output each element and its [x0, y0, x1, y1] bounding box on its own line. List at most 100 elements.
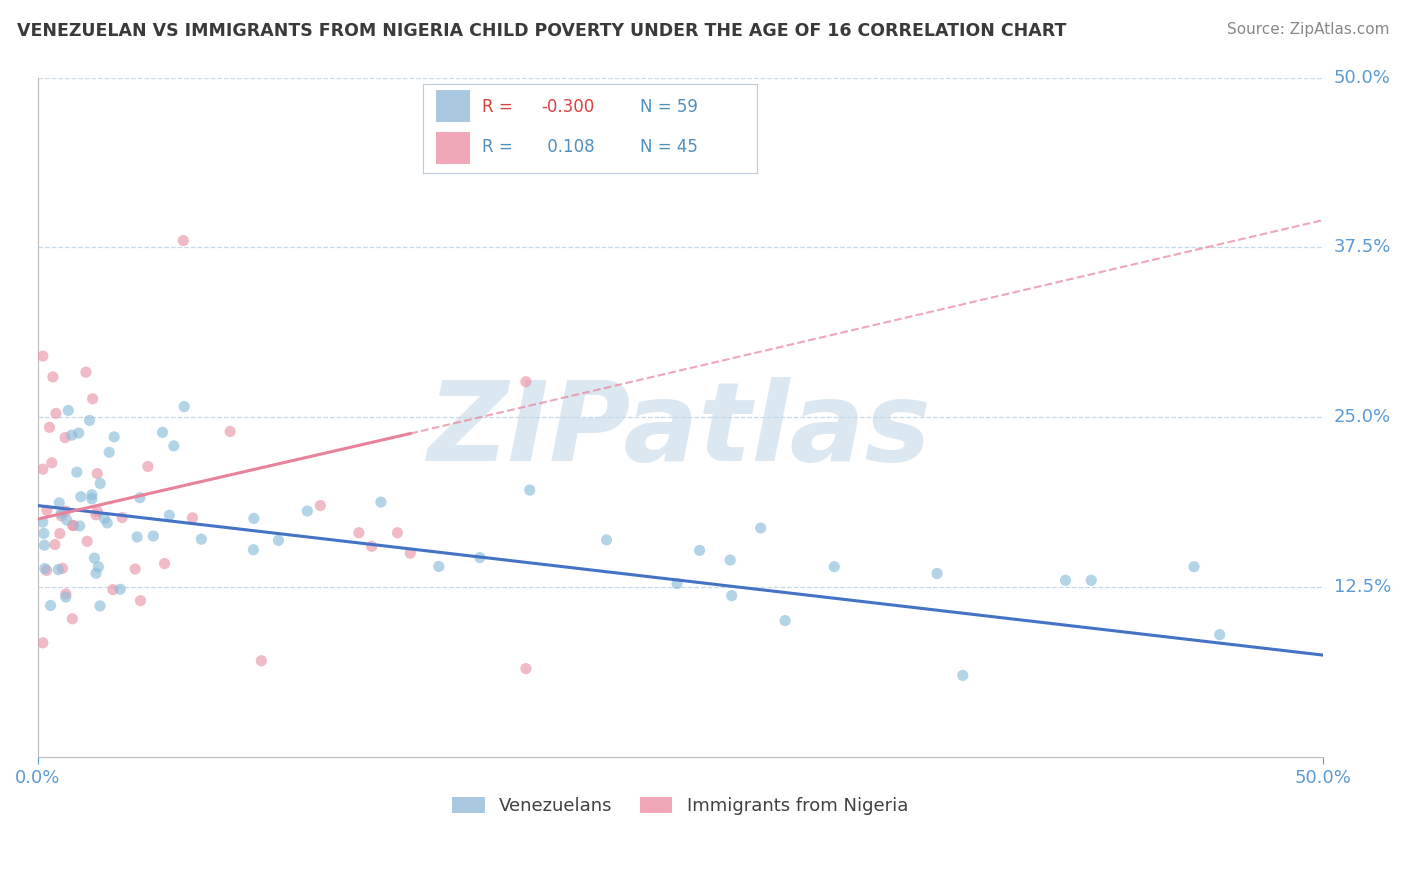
- Text: Source: ZipAtlas.com: Source: ZipAtlas.com: [1226, 22, 1389, 37]
- Point: [925, 566, 948, 581]
- Point: [190, 532, 212, 546]
- Point: [515, 662, 537, 676]
- Point: [103, 430, 125, 444]
- Point: [55, 513, 77, 527]
- Point: [172, 234, 194, 248]
- Point: [80, 488, 103, 502]
- Point: [297, 504, 319, 518]
- Point: [110, 582, 132, 597]
- Point: [62, 518, 84, 533]
- Point: [34, 538, 56, 552]
- Point: [51, 506, 73, 520]
- Text: ZIPatlas: ZIPatlas: [429, 377, 932, 484]
- Point: [32, 526, 55, 541]
- Point: [243, 511, 266, 525]
- Point: [515, 375, 537, 389]
- Point: [48, 496, 70, 510]
- Point: [370, 495, 392, 509]
- Point: [82, 392, 104, 406]
- Point: [45, 406, 67, 420]
- Point: [76, 534, 98, 549]
- Point: [49, 526, 72, 541]
- Point: [80, 491, 103, 506]
- Point: [35, 563, 58, 577]
- Point: [84, 566, 107, 581]
- Point: [86, 504, 108, 518]
- Point: [31, 462, 53, 476]
- Point: [595, 533, 617, 547]
- Point: [152, 425, 174, 440]
- Point: [51, 561, 73, 575]
- Point: [96, 516, 118, 530]
- Point: [173, 400, 195, 414]
- Point: [250, 654, 273, 668]
- Point: [46, 563, 69, 577]
- Point: [519, 483, 541, 497]
- Legend: Venezuelans, Immigrants from Nigeria: Venezuelans, Immigrants from Nigeria: [444, 790, 915, 822]
- Point: [689, 543, 711, 558]
- Point: [66, 465, 89, 479]
- Point: [1209, 627, 1232, 641]
- Point: [1054, 574, 1077, 588]
- Text: 50.0%: 50.0%: [1334, 69, 1391, 87]
- Point: [823, 559, 845, 574]
- Point: [86, 467, 108, 481]
- Point: [749, 521, 772, 535]
- Point: [67, 425, 90, 440]
- Point: [153, 557, 176, 571]
- Point: [427, 559, 450, 574]
- Point: [35, 503, 58, 517]
- Point: [347, 525, 370, 540]
- Point: [468, 550, 491, 565]
- Point: [127, 530, 149, 544]
- Point: [44, 537, 66, 551]
- Point: [87, 559, 110, 574]
- Point: [83, 551, 105, 566]
- Text: 12.5%: 12.5%: [1334, 578, 1391, 596]
- Point: [42, 370, 65, 384]
- Point: [136, 459, 159, 474]
- Text: 25.0%: 25.0%: [1334, 409, 1391, 426]
- Point: [93, 511, 115, 525]
- Point: [38, 420, 60, 434]
- Point: [399, 546, 422, 560]
- Point: [60, 428, 83, 442]
- Point: [31, 349, 53, 363]
- Point: [718, 553, 741, 567]
- Point: [387, 525, 409, 540]
- Point: [163, 439, 186, 453]
- Point: [101, 582, 124, 597]
- Point: [309, 499, 332, 513]
- Point: [219, 425, 242, 439]
- Point: [952, 668, 974, 682]
- Point: [41, 456, 63, 470]
- Point: [181, 511, 204, 525]
- Point: [720, 589, 742, 603]
- Point: [129, 491, 152, 505]
- Point: [124, 562, 146, 576]
- Point: [51, 508, 73, 523]
- Text: 37.5%: 37.5%: [1334, 238, 1391, 256]
- Point: [1080, 574, 1102, 588]
- Point: [75, 365, 97, 379]
- Point: [360, 539, 382, 553]
- Point: [39, 599, 62, 613]
- Point: [773, 614, 796, 628]
- Point: [666, 576, 689, 591]
- Point: [129, 593, 152, 607]
- Point: [55, 504, 77, 518]
- Point: [69, 519, 91, 533]
- Point: [31, 515, 53, 529]
- Point: [55, 590, 77, 604]
- Point: [53, 431, 76, 445]
- Point: [267, 533, 290, 548]
- Point: [89, 476, 111, 491]
- Point: [1182, 559, 1205, 574]
- Point: [111, 510, 134, 524]
- Text: VENEZUELAN VS IMMIGRANTS FROM NIGERIA CHILD POVERTY UNDER THE AGE OF 16 CORRELAT: VENEZUELAN VS IMMIGRANTS FROM NIGERIA CH…: [17, 22, 1066, 40]
- Point: [69, 490, 91, 504]
- Point: [98, 445, 121, 459]
- Point: [142, 529, 165, 543]
- Point: [58, 403, 80, 417]
- Point: [60, 612, 83, 626]
